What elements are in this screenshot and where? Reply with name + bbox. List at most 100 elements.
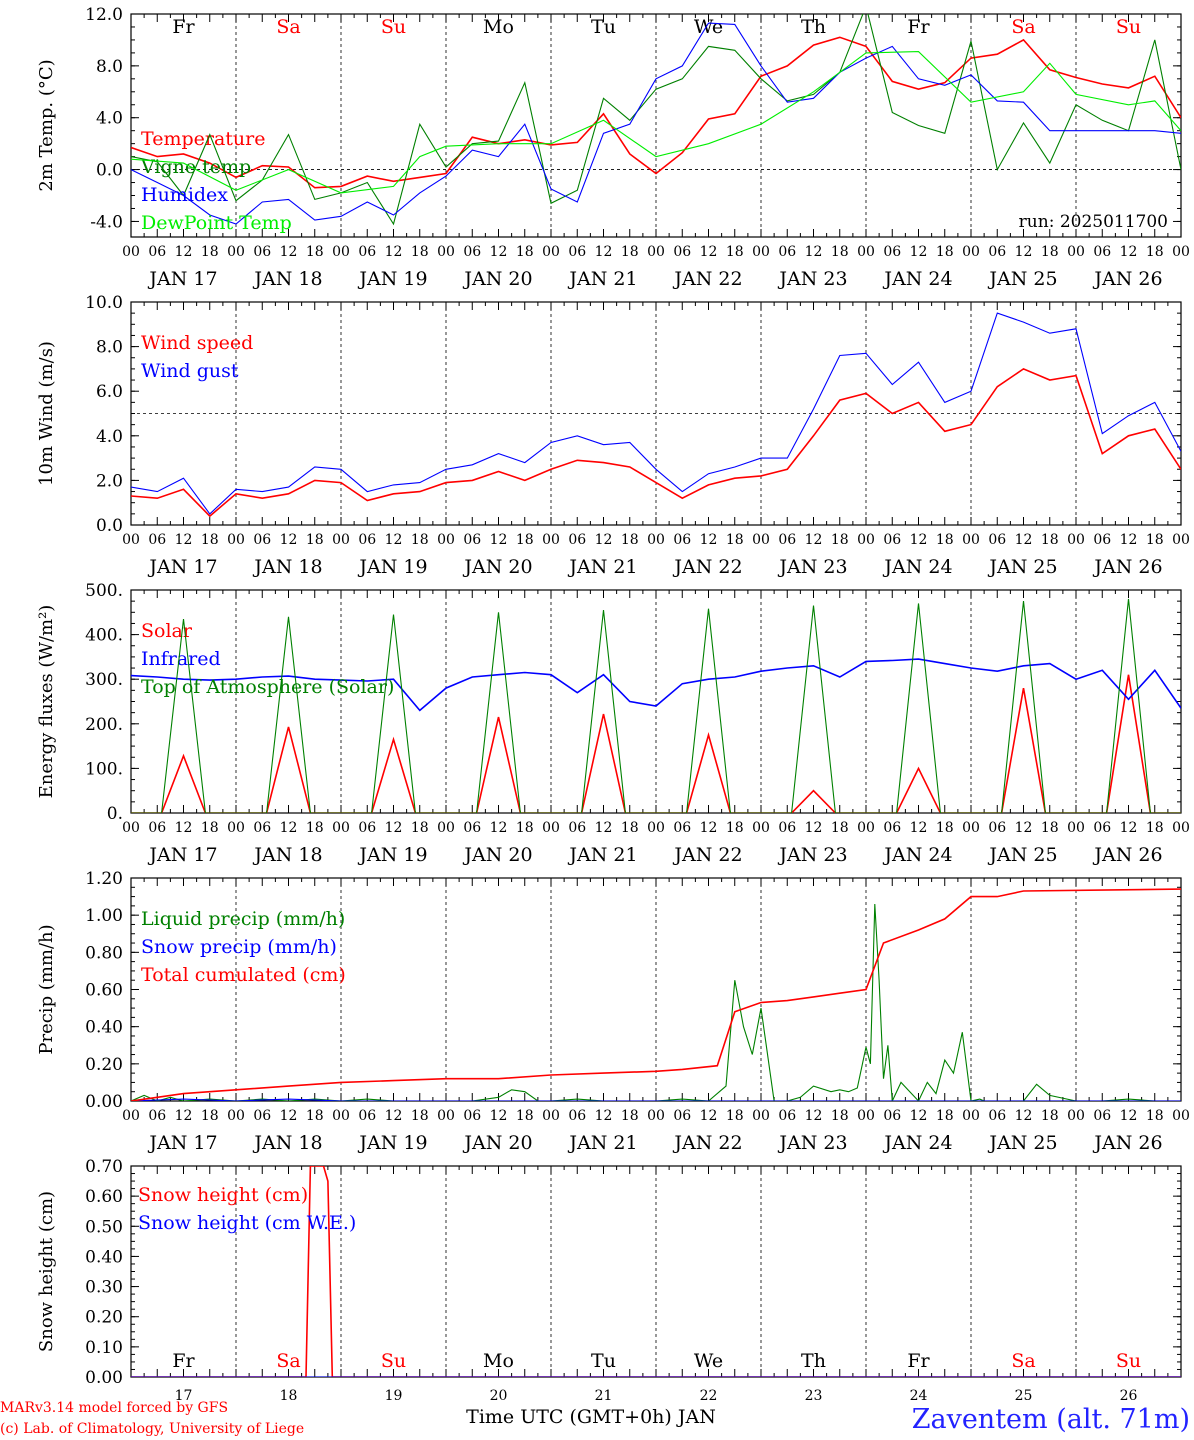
legend-entry: Wind gust [141,360,239,382]
date-label: JAN 26 [1092,1132,1162,1154]
hour-tick-label: 06 [883,820,901,836]
hour-tick-label: 06 [463,532,481,548]
y-axis-label: 2m Temp. (°C) [36,59,57,191]
station-name: Zaventem (alt. 71m) [912,1404,1190,1435]
hour-tick-label: 00 [752,1108,770,1124]
weekday-label: Su [1116,16,1141,38]
panel-3: 0. 100. 200. 300. 400. 500. Energy fluxes (W/m… [36,581,1190,866]
legend-entry: Total cumulated (cm) [141,964,346,986]
y-tick-label: 0.20 [85,1055,123,1075]
hour-tick-label: 00 [542,820,560,836]
y-tick-label: 100. [85,759,123,779]
legend-entry: Solar [141,620,193,642]
hour-tick-label: 00 [1172,820,1190,836]
hour-tick-label: 12 [490,244,508,260]
hour-tick-label: 06 [883,1108,901,1124]
hour-tick-label: 18 [516,532,534,548]
weekday-label: Fr [907,1350,930,1372]
legend-entry: Vigne temp [140,156,251,178]
hour-tick-label: 18 [726,244,744,260]
hour-tick-label: 06 [568,532,586,548]
date-label: JAN 23 [777,844,847,866]
hour-tick-label: 18 [1146,532,1164,548]
hour-tick-label: 00 [1172,244,1190,260]
hour-tick-label: 00 [227,820,245,836]
weekday-label: Su [381,16,406,38]
hour-tick-label: 00 [1067,1108,1085,1124]
date-label: JAN 25 [987,556,1057,578]
date-label: JAN 24 [882,556,952,578]
date-label: JAN 18 [252,268,322,290]
hour-tick-label: 18 [936,244,954,260]
hour-tick-label: 12 [1120,532,1138,548]
hour-tick-label: 18 [936,820,954,836]
hour-tick-label: 00 [647,1108,665,1124]
x-axis-label: Time UTC (GMT+0h) JAN [466,1406,716,1428]
hour-tick-label: 00 [122,1108,140,1124]
hour-tick-label: 06 [1093,532,1111,548]
hour-tick-label: 18 [831,820,849,836]
y-tick-label: 0.0 [96,516,123,536]
hour-tick-label: 12 [1015,820,1033,836]
hour-tick-label: 00 [122,532,140,548]
day-number-label: 26 [1120,1388,1138,1404]
day-number-label: 23 [805,1388,823,1404]
date-label: JAN 19 [357,1132,427,1154]
day-number-label: 17 [175,1388,193,1404]
hour-tick-label: 18 [936,532,954,548]
hour-tick-label: 12 [910,244,928,260]
hour-tick-label: 06 [463,1108,481,1124]
hour-tick-label: 00 [542,244,560,260]
hour-tick-label: 12 [805,532,823,548]
date-label: JAN 18 [252,556,322,578]
legend-entry: Snow height (cm W.E.) [138,1212,356,1234]
hour-tick-label: 00 [1172,1108,1190,1124]
hour-tick-label: 06 [358,244,376,260]
weekday-label: Sa [276,1350,300,1372]
hour-tick-label: 06 [463,244,481,260]
hour-tick-label: 12 [595,820,613,836]
hour-tick-label: 18 [306,244,324,260]
hour-tick-label: 00 [1067,244,1085,260]
panel-5: 0.00 0.10 0.20 0.30 0.40 0.50 0.60 0.70 Snow hei… [36,1157,1182,1404]
y-tick-label: 4.0 [96,427,123,447]
hour-tick-label: 18 [936,1108,954,1124]
date-label: JAN 26 [1092,844,1162,866]
hour-tick-label: 06 [988,820,1006,836]
hour-tick-label: 06 [568,244,586,260]
hour-tick-label: 00 [332,1108,350,1124]
date-label: JAN 17 [147,844,217,866]
hour-tick-label: 00 [857,1108,875,1124]
y-tick-label: 0.00 [85,1368,123,1388]
series-total-cumulated-cm-line [131,888,1181,1101]
hour-tick-label: 18 [726,1108,744,1124]
weekday-label: Su [1116,1350,1141,1372]
hour-tick-label: 06 [778,1108,796,1124]
hour-tick-label: 18 [411,1108,429,1124]
weekday-label: Mo [483,16,514,38]
hour-tick-label: 12 [910,532,928,548]
hour-tick-label: 06 [148,244,166,260]
hour-tick-label: 00 [332,820,350,836]
hour-tick-label: 06 [988,532,1006,548]
series-solar-line [131,674,1181,813]
y-tick-label: 500. [85,581,123,601]
hour-tick-label: 06 [673,244,691,260]
hour-tick-label: 06 [778,820,796,836]
hour-tick-label: 12 [1120,244,1138,260]
hour-tick-label: 18 [1041,532,1059,548]
y-tick-label: 0.50 [85,1217,123,1237]
day-number-label: 18 [280,1388,298,1404]
hour-tick-label: 00 [437,532,455,548]
hour-tick-label: 00 [647,532,665,548]
hour-tick-label: 00 [752,532,770,548]
hour-tick-label: 06 [358,820,376,836]
hour-tick-label: 00 [437,820,455,836]
hour-tick-label: 00 [962,532,980,548]
series-wind-gust-line [131,312,1181,515]
weekday-label: Sa [1011,1350,1035,1372]
date-label: JAN 26 [1092,268,1162,290]
day-number-label: 22 [700,1388,718,1404]
series-top-of-atmosphere-solar-line [131,598,1181,813]
